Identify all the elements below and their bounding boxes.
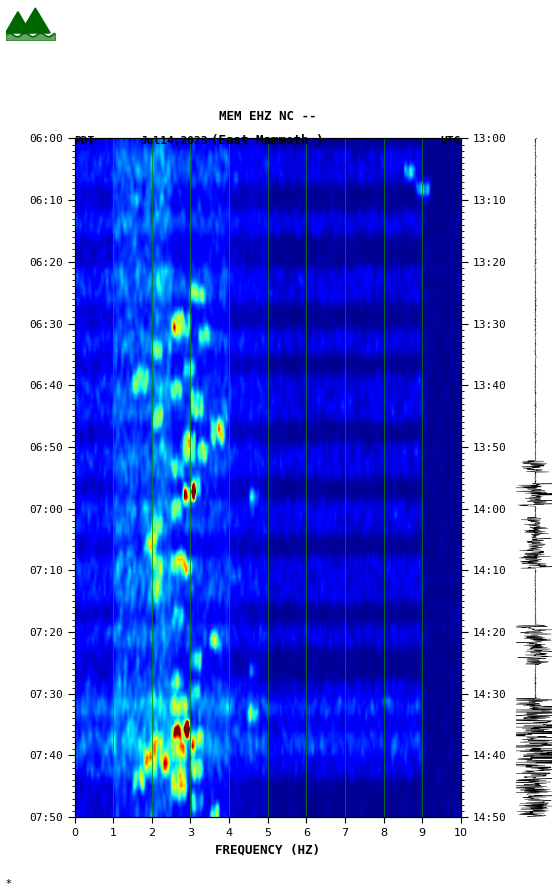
X-axis label: FREQUENCY (HZ): FREQUENCY (HZ)	[215, 843, 320, 856]
Text: Jul14,2023: Jul14,2023	[141, 136, 208, 146]
Text: *: *	[6, 879, 11, 889]
Text: MEM EHZ NC --: MEM EHZ NC --	[219, 110, 316, 123]
Polygon shape	[6, 12, 30, 33]
Text: PDT: PDT	[75, 136, 95, 146]
Text: (East Mammoth ): (East Mammoth )	[211, 134, 324, 147]
Polygon shape	[20, 8, 50, 33]
Text: UTC: UTC	[440, 136, 461, 146]
